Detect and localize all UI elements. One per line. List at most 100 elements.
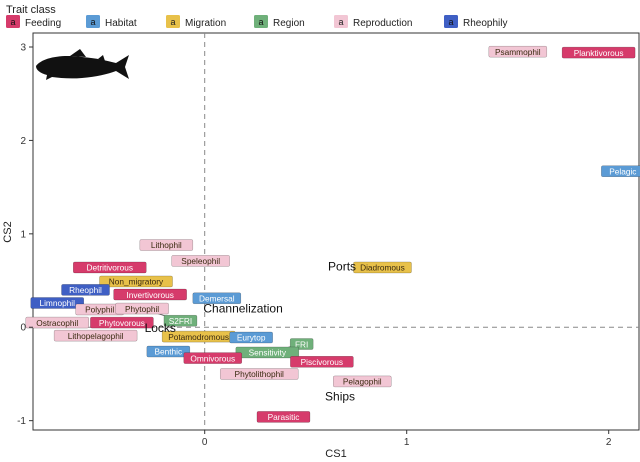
- point-phytophil: Phytophil: [115, 302, 169, 315]
- point-demersal: Demersal: [192, 292, 242, 305]
- x-axis-label: CS1: [325, 448, 346, 460]
- point-box: [290, 356, 354, 368]
- plot-area: Psammophil Planktivorous Pelagic Lithophil S…: [25, 32, 640, 431]
- point-parasitic: Parasitic: [256, 411, 311, 423]
- legend-label: Rheophily: [463, 18, 507, 29]
- legend-key: [254, 15, 268, 28]
- point-label: Parasitic: [268, 412, 300, 422]
- point-polyphil: Polyphil: [75, 303, 124, 316]
- point-box: [61, 284, 110, 296]
- legend-label: Migration: [185, 18, 226, 29]
- point-label: Invertivorous: [126, 290, 174, 300]
- legend-key: [334, 15, 348, 28]
- point-lithophil: Lithophil: [139, 239, 194, 251]
- point-phytovorous: Phytovorous: [90, 316, 154, 329]
- point-sensitivity: Sensitivity: [235, 346, 300, 359]
- point-planktivorous: Planktivorous: [561, 46, 636, 59]
- plot-frame: [32, 32, 640, 431]
- point-box: [30, 297, 84, 309]
- legend-entry-habitat: a Habitat: [86, 15, 137, 29]
- point-box: [53, 329, 138, 342]
- legend-label: Region: [273, 18, 305, 29]
- point-label: Limnophil: [39, 298, 75, 308]
- point-rheophil: Rheophil: [61, 284, 110, 296]
- y-axis: -1 0 1 2 3: [17, 43, 33, 427]
- legend-entry-reproduction: a Reproduction: [334, 15, 412, 29]
- point-box: [90, 316, 154, 329]
- point-non-migratory: Non_migratory: [99, 275, 173, 288]
- point-label: Speleophil: [181, 256, 220, 266]
- point-omnivorous: Omnivorous: [183, 352, 243, 364]
- point-label: Benthic: [154, 347, 182, 357]
- legend-key: [6, 15, 20, 28]
- x-tick-label: 0: [202, 437, 208, 448]
- y-axis-label: CS2: [2, 221, 14, 242]
- legend-title: Trait class: [6, 4, 56, 16]
- point-pelagic: Pelagic: [601, 165, 640, 177]
- legend-key: [86, 15, 100, 28]
- legend-entry-migration: a Migration: [166, 15, 226, 29]
- y-tick-label: -1: [17, 416, 26, 427]
- point-label: Piscivorous: [301, 357, 343, 367]
- point-box: [146, 345, 191, 358]
- x-tick-label: 1: [404, 437, 410, 448]
- point-label: Non_migratory: [109, 277, 164, 287]
- point-limnophil: Limnophil: [30, 297, 84, 309]
- point-fri: FRI: [289, 338, 314, 350]
- point-pelagophil: Pelagophil: [333, 375, 392, 388]
- point-box: [488, 45, 548, 58]
- point-s2fri: S2FRI: [163, 314, 198, 327]
- point-box: [115, 302, 169, 315]
- point-label: Pelagophil: [343, 377, 382, 387]
- point-box: [353, 261, 412, 274]
- point-phytolithophil: Phytolithophil: [219, 368, 299, 380]
- annotation-ports: Ports: [328, 260, 356, 274]
- legend-entry-rheophily: a Rheophily: [444, 15, 507, 29]
- point-box: [139, 239, 194, 251]
- legend-entry-region: a Region: [254, 15, 305, 29]
- point-eurytop: Eurytop: [229, 331, 273, 344]
- legend-key: [444, 15, 458, 28]
- point-label: Demersal: [199, 293, 235, 303]
- point-box: [289, 338, 314, 350]
- x-axis: 0 1 2: [202, 430, 612, 448]
- legend-key-glyph: a: [448, 17, 453, 27]
- y-tick-label: 1: [20, 229, 26, 240]
- point-box: [163, 314, 198, 327]
- y-tick-label: 2: [20, 136, 26, 147]
- point-box: [601, 165, 640, 177]
- point-box: [171, 255, 230, 267]
- annotation-ships: Ships: [325, 389, 355, 403]
- point-benthic: Benthic: [146, 345, 191, 358]
- point-box: [99, 275, 173, 288]
- legend: Trait class a Feeding a Habitat a Migration a R…: [6, 4, 507, 29]
- point-box: [333, 375, 392, 388]
- point-label: S2FRI: [169, 316, 193, 326]
- point-box: [229, 331, 273, 344]
- annotations: Ports Channelization Locks Ships: [145, 260, 356, 404]
- point-label: Rheophil: [69, 285, 102, 295]
- point-label: Eurytop: [237, 333, 266, 343]
- point-label: Pelagic: [609, 166, 636, 176]
- point-label: Phytovorous: [99, 318, 145, 328]
- fish-silhouette-icon: [36, 49, 129, 80]
- legend-label: Reproduction: [353, 18, 412, 29]
- point-label: FRI: [295, 339, 308, 349]
- legend-key-glyph: a: [10, 17, 15, 27]
- y-tick-label: 0: [20, 323, 26, 334]
- point-box: [183, 352, 243, 364]
- point-label: Lithophil: [151, 240, 182, 250]
- legend-key-glyph: a: [170, 17, 175, 27]
- legend-key-glyph: a: [258, 17, 263, 27]
- point-box: [235, 346, 300, 359]
- legend-key-glyph: a: [338, 17, 343, 27]
- point-invertivorous: Invertivorous: [113, 288, 187, 301]
- point-detritivorous: Detritivorous: [73, 261, 147, 274]
- point-label: Detritivorous: [86, 263, 133, 273]
- point-label: Sensitivity: [249, 348, 287, 358]
- point-box: [561, 46, 636, 59]
- point-label: Polyphil: [85, 305, 114, 315]
- point-piscivorous: Piscivorous: [290, 356, 354, 368]
- point-psammophil: Psammophil: [488, 45, 548, 58]
- point-box: [25, 316, 89, 329]
